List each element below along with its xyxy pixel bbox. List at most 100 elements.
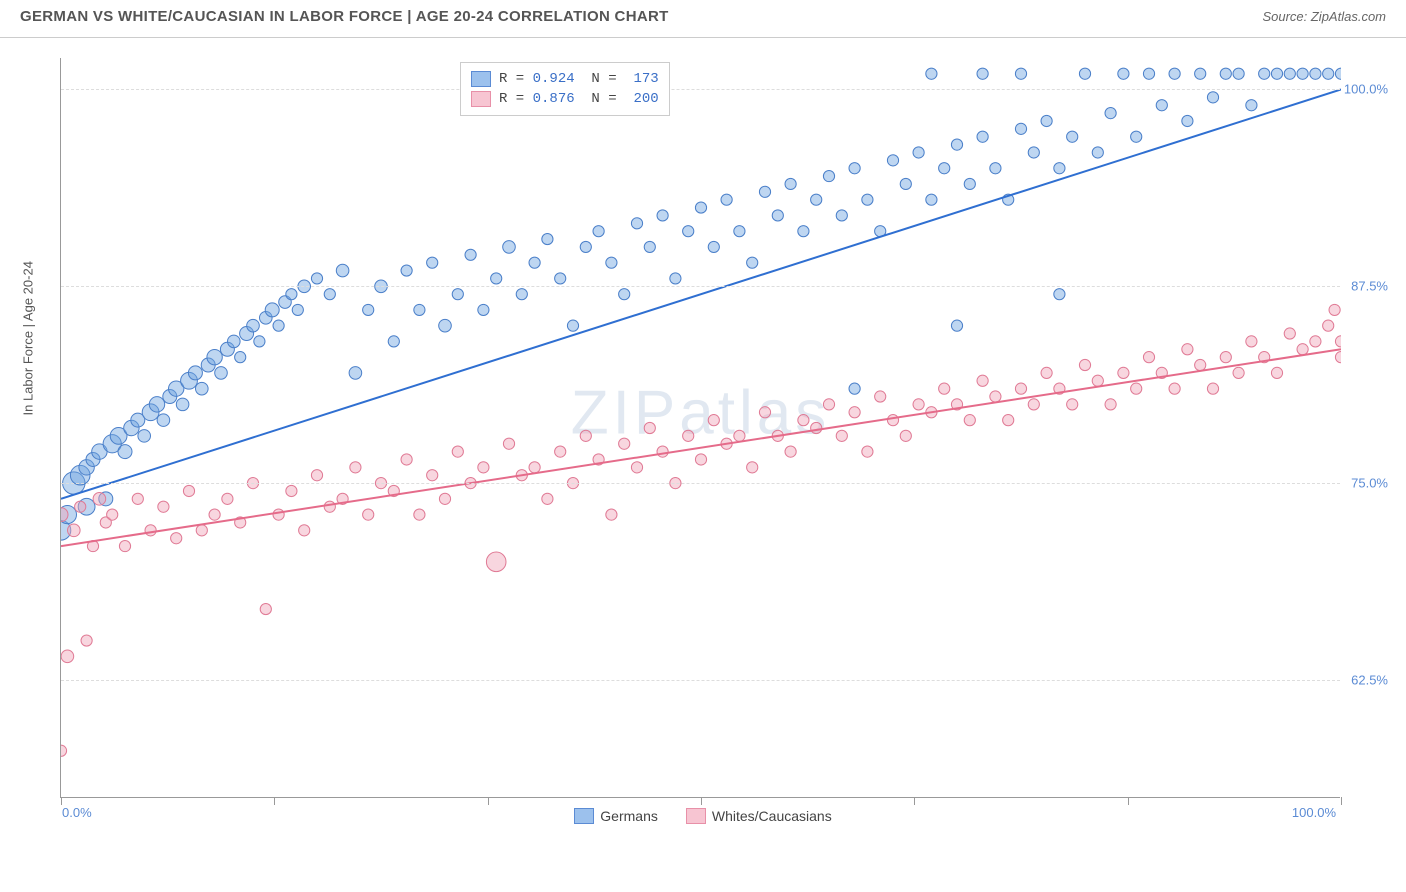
scatter-point bbox=[1233, 68, 1244, 79]
scatter-point bbox=[1271, 367, 1282, 378]
scatter-point bbox=[196, 525, 207, 536]
y-tick-label: 87.5% bbox=[1351, 279, 1388, 294]
legend-label-germans: Germans bbox=[600, 808, 658, 824]
scatter-point bbox=[1015, 68, 1026, 79]
scatter-point bbox=[555, 273, 566, 284]
scatter-point bbox=[158, 501, 169, 512]
scatter-point bbox=[695, 454, 706, 465]
scatter-point bbox=[503, 438, 514, 449]
scatter-point bbox=[798, 415, 809, 426]
scatter-point bbox=[593, 226, 604, 237]
scatter-point bbox=[207, 349, 222, 364]
chart-area: In Labor Force | Age 20-24 ZIPatlas R = … bbox=[0, 38, 1406, 838]
scatter-point bbox=[260, 603, 271, 614]
scatter-point bbox=[1182, 115, 1193, 126]
legend-row-whites: R = 0.876 N = 200 bbox=[471, 89, 659, 109]
scatter-point bbox=[1284, 68, 1295, 79]
scatter-point bbox=[708, 415, 719, 426]
scatter-point bbox=[619, 289, 630, 300]
scatter-point bbox=[529, 257, 540, 268]
scatter-point bbox=[1207, 383, 1218, 394]
legend-stats: R = 0.924 N = 173 R = 0.876 N = 200 bbox=[460, 62, 670, 116]
scatter-point bbox=[836, 210, 847, 221]
scatter-point bbox=[311, 470, 322, 481]
scatter-point bbox=[887, 155, 898, 166]
y-tick-label: 100.0% bbox=[1344, 82, 1388, 97]
y-tick-label: 62.5% bbox=[1351, 672, 1388, 687]
scatter-point bbox=[1329, 304, 1340, 315]
scatter-point bbox=[1195, 68, 1206, 79]
scatter-point bbox=[683, 226, 694, 237]
scatter-point bbox=[734, 430, 745, 441]
scatter-point bbox=[695, 202, 706, 213]
scatter-point bbox=[1067, 399, 1078, 410]
scatter-point bbox=[286, 485, 297, 496]
scatter-point bbox=[1015, 383, 1026, 394]
scatter-point bbox=[61, 650, 74, 663]
scatter-point bbox=[747, 462, 758, 473]
scatter-point bbox=[977, 375, 988, 386]
legend-bottom: Germans Whites/Caucasians bbox=[0, 808, 1406, 824]
x-tick bbox=[61, 797, 62, 805]
scatter-point bbox=[427, 257, 438, 268]
scatter-point bbox=[849, 163, 860, 174]
gridline-h bbox=[61, 680, 1340, 681]
scatter-point bbox=[1143, 68, 1154, 79]
scatter-point bbox=[1297, 68, 1308, 79]
scatter-point bbox=[977, 68, 988, 79]
scatter-point bbox=[1092, 375, 1103, 386]
scatter-point bbox=[68, 524, 81, 537]
scatter-point bbox=[747, 257, 758, 268]
x-tick bbox=[488, 797, 489, 805]
scatter-point bbox=[811, 194, 822, 205]
scatter-point bbox=[951, 320, 962, 331]
scatter-point bbox=[299, 525, 310, 536]
swatch-germans-icon bbox=[574, 808, 594, 824]
scatter-point bbox=[273, 509, 284, 520]
scatter-point bbox=[1335, 68, 1341, 79]
scatter-point bbox=[939, 383, 950, 394]
trend-line bbox=[61, 349, 1341, 546]
scatter-point bbox=[452, 446, 463, 457]
scatter-point bbox=[1067, 131, 1078, 142]
scatter-point bbox=[734, 226, 745, 237]
swatch-germans-icon bbox=[471, 71, 491, 87]
gridline-h bbox=[61, 89, 1340, 90]
scatter-point bbox=[1169, 68, 1180, 79]
scatter-point bbox=[196, 382, 209, 395]
scatter-point bbox=[292, 304, 303, 315]
scatter-point bbox=[222, 493, 233, 504]
scatter-point bbox=[1207, 92, 1218, 103]
scatter-point bbox=[887, 415, 898, 426]
gridline-h bbox=[61, 286, 1340, 287]
scatter-point bbox=[1156, 100, 1167, 111]
scatter-point bbox=[1271, 68, 1282, 79]
y-axis-label: In Labor Force | Age 20-24 bbox=[21, 261, 36, 415]
chart-header: GERMAN VS WHITE/CAUCASIAN IN LABOR FORCE… bbox=[0, 0, 1406, 38]
scatter-point bbox=[964, 178, 975, 189]
scatter-point bbox=[81, 635, 92, 646]
scatter-point bbox=[964, 415, 975, 426]
scatter-point bbox=[1220, 352, 1231, 363]
scatter-point bbox=[849, 407, 860, 418]
scatter-point bbox=[1041, 367, 1052, 378]
scatter-point bbox=[990, 391, 1001, 402]
scatter-point bbox=[209, 509, 220, 520]
scatter-point bbox=[1323, 68, 1334, 79]
scatter-point bbox=[862, 194, 873, 205]
scatter-point bbox=[401, 265, 412, 276]
scatter-point bbox=[183, 485, 194, 496]
scatter-point bbox=[286, 289, 297, 300]
scatter-point bbox=[388, 336, 399, 347]
scatter-point bbox=[619, 438, 630, 449]
legend-r-label: R = 0.924 N = 173 bbox=[499, 71, 659, 87]
legend-label-whites: Whites/Caucasians bbox=[712, 808, 832, 824]
scatter-point bbox=[555, 446, 566, 457]
scatter-point bbox=[977, 131, 988, 142]
scatter-point bbox=[1131, 383, 1142, 394]
scatter-point bbox=[1246, 100, 1257, 111]
scatter-point bbox=[823, 170, 834, 181]
scatter-point bbox=[1054, 163, 1065, 174]
x-tick bbox=[1341, 797, 1342, 805]
scatter-point bbox=[1246, 336, 1257, 347]
